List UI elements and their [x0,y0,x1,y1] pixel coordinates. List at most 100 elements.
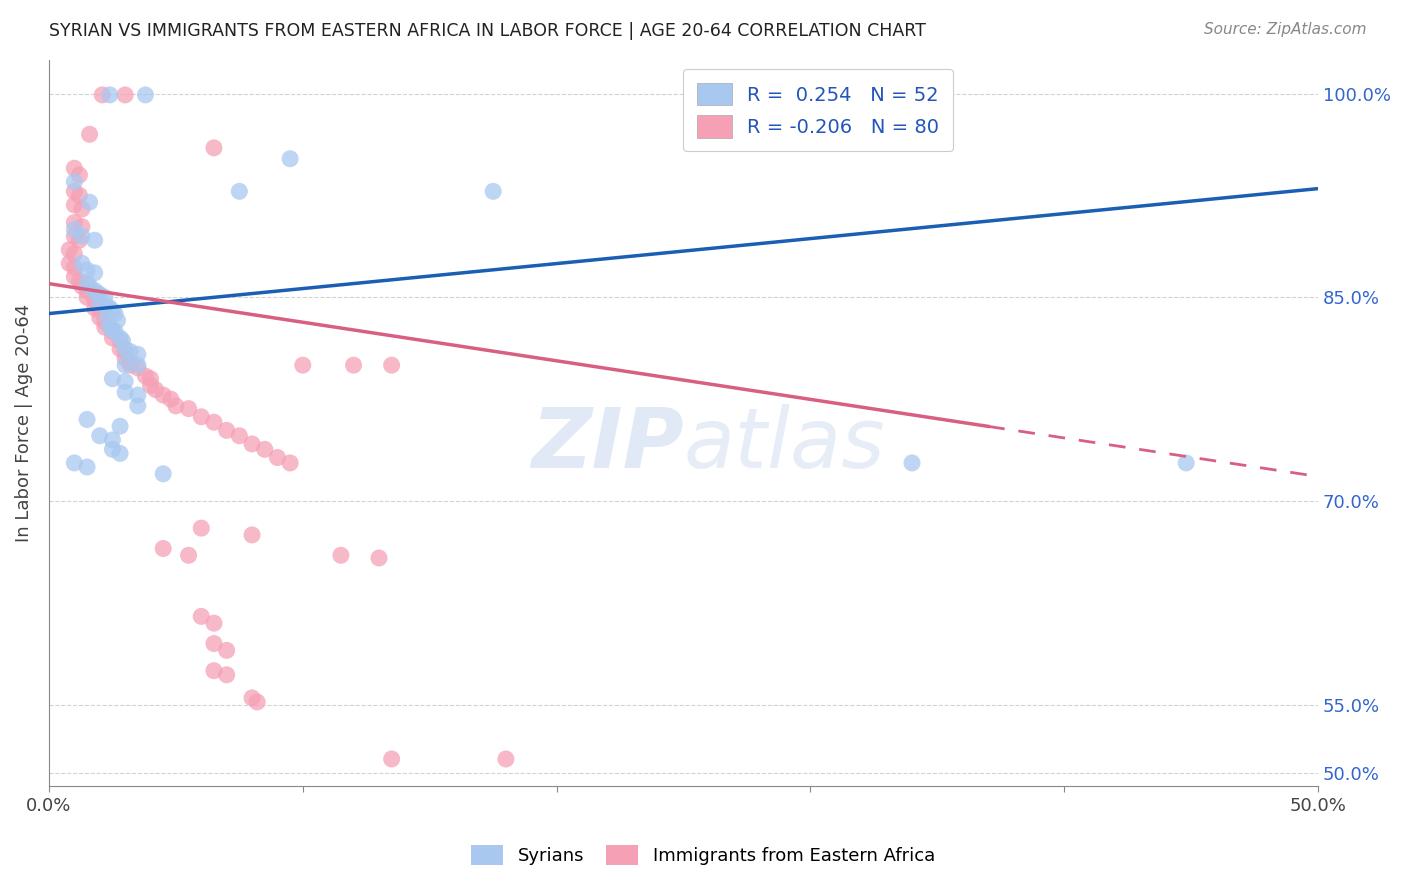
Point [114,87,136,102]
Point [177,549,200,563]
Point [63,456,86,470]
Point [120,358,142,372]
Legend: R =  0.254   N = 52, R = -0.206   N = 80: R = 0.254 N = 52, R = -0.206 N = 80 [683,70,953,151]
Text: Source: ZipAtlas.com: Source: ZipAtlas.com [1204,22,1367,37]
Point [101,442,124,457]
Point [63,184,86,198]
Point [89,287,111,301]
Point [381,358,404,372]
Legend: Syrians, Immigrants from Eastern Africa: Syrians, Immigrants from Eastern Africa [461,836,945,874]
Point [215,667,238,681]
Point [94,315,117,329]
Point [91,87,114,102]
Point [278,152,301,166]
Point [104,324,127,338]
Point [63,216,86,230]
Point [190,521,212,535]
Point [70,219,93,234]
Text: atlas: atlas [683,404,886,485]
Point [381,752,404,766]
Point [824,793,846,807]
Point [76,290,98,304]
Point [108,419,131,434]
Point [368,551,391,566]
Point [127,399,149,413]
Point [1175,456,1198,470]
Point [101,324,124,338]
Point [145,383,167,397]
Point [240,437,263,451]
Point [83,233,105,247]
Point [127,360,149,375]
Point [63,161,86,176]
Point [228,429,250,443]
Point [79,279,101,293]
Point [63,229,86,244]
Point [482,793,505,807]
Point [70,229,93,244]
Point [120,355,142,369]
Y-axis label: In Labor Force | Age 20-64: In Labor Force | Age 20-64 [15,304,32,542]
Point [108,342,131,356]
Point [67,274,90,288]
Point [63,247,86,261]
Point [215,423,238,437]
Point [108,331,131,345]
Point [70,202,93,216]
Point [70,256,93,270]
Point [111,334,134,348]
Point [120,344,142,359]
Point [83,293,105,307]
Point [58,243,80,257]
Point [177,401,200,416]
Point [101,433,124,447]
Point [266,450,288,465]
Point [86,286,108,301]
Point [127,358,149,372]
Point [76,284,98,298]
Point [329,549,352,563]
Point [63,222,86,236]
Point [76,263,98,277]
Point [127,347,149,361]
Point [98,320,121,334]
Point [83,301,105,315]
Point [246,695,269,709]
Point [94,290,117,304]
Point [240,690,263,705]
Point [98,87,121,102]
Point [202,636,225,650]
Point [83,266,105,280]
Point [79,128,101,142]
Point [291,358,314,372]
Point [63,175,86,189]
Point [83,284,105,298]
Point [89,297,111,311]
Point [114,351,136,366]
Point [114,385,136,400]
Point [63,269,86,284]
Point [67,168,90,182]
Point [101,331,124,345]
Point [202,664,225,678]
Point [101,323,124,337]
Point [190,609,212,624]
Point [96,310,118,325]
Point [152,388,174,402]
Point [67,188,90,202]
Point [67,233,90,247]
Point [278,456,301,470]
Point [108,446,131,460]
Point [63,260,86,275]
Point [98,301,121,315]
Point [96,300,118,314]
Point [901,456,924,470]
Point [134,369,156,384]
Point [202,415,225,429]
Point [202,616,225,631]
Point [240,528,263,542]
Point [94,320,117,334]
Point [101,303,124,318]
Point [101,372,124,386]
Point [70,279,93,293]
